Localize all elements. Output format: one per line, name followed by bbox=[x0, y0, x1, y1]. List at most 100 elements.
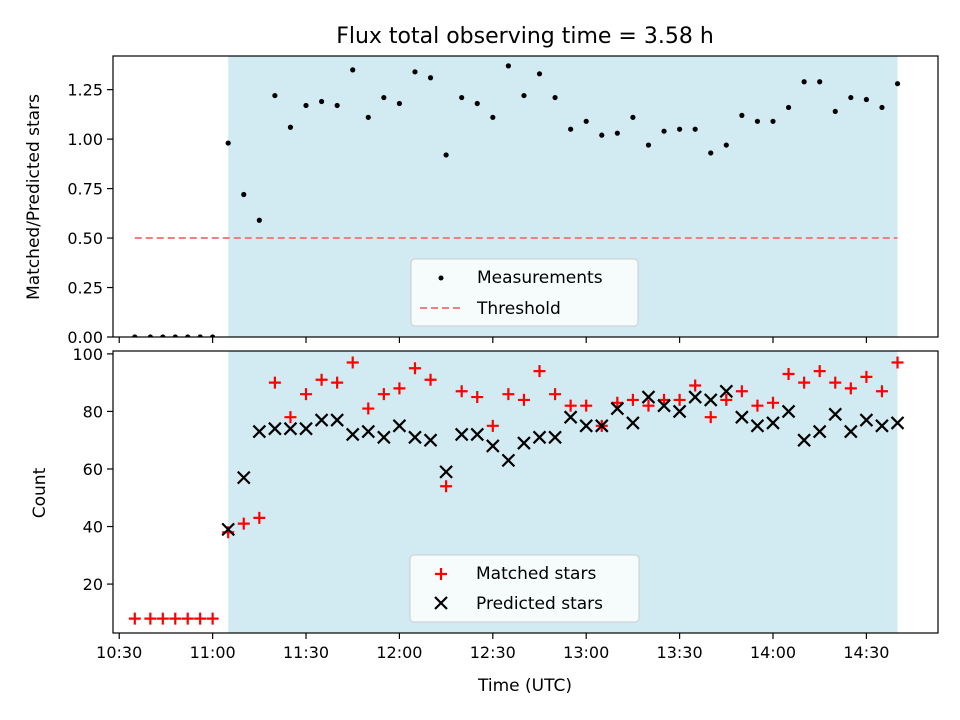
measurements-point bbox=[287, 124, 294, 130]
matched-stars-point bbox=[829, 376, 842, 389]
predicted-stars-point bbox=[688, 390, 702, 404]
y-tick-label: 100 bbox=[72, 345, 103, 364]
measurements-point bbox=[708, 150, 714, 156]
measurements-point bbox=[677, 126, 683, 132]
matched-stars-point bbox=[408, 362, 421, 375]
matched-stars-point bbox=[156, 612, 169, 625]
predicted-stars-point bbox=[579, 419, 593, 433]
measurements-point bbox=[490, 114, 496, 120]
measurements-point bbox=[505, 63, 511, 69]
measurements-point bbox=[863, 96, 869, 103]
predicted-stars-point bbox=[330, 413, 344, 427]
x-axis-label: Time (UTC) bbox=[477, 676, 572, 696]
matched-stars-point bbox=[300, 388, 313, 401]
measurements-point bbox=[723, 142, 729, 148]
predicted-stars-point bbox=[283, 421, 298, 436]
matched-stars-point bbox=[767, 396, 779, 409]
y-tick-label: 0.50 bbox=[67, 229, 103, 248]
predicted-stars-point bbox=[377, 430, 391, 445]
measurements-point bbox=[172, 334, 178, 337]
measurements-point bbox=[692, 126, 698, 132]
matched-stars-point bbox=[580, 399, 593, 412]
measurements-point bbox=[552, 94, 558, 101]
matched-stars-point bbox=[331, 376, 344, 389]
x-tick-label: 14:30 bbox=[843, 643, 889, 662]
measurements-point bbox=[770, 118, 776, 124]
x-tick-label: 13:30 bbox=[657, 643, 703, 662]
predicted-stars-point bbox=[252, 424, 267, 439]
x-tick-label: 13:00 bbox=[563, 643, 609, 662]
count-legend: Matched stars Predicted stars bbox=[409, 554, 640, 623]
matched-stars-point bbox=[377, 388, 390, 401]
measurements-point bbox=[817, 79, 823, 85]
y-tick-label: 20 bbox=[83, 575, 103, 594]
matched-stars-point bbox=[206, 612, 219, 625]
matched-stars-point bbox=[735, 385, 748, 398]
matched-stars-point bbox=[626, 393, 639, 406]
matched-stars-point bbox=[798, 376, 811, 389]
predicted-stars-point bbox=[454, 427, 469, 442]
predicted-stars-point bbox=[766, 416, 780, 430]
count-panel: 20 40 60 80 100 10:30 11:00 11:30 12:00 12:30 13:… bbox=[30, 345, 939, 662]
predicted-stars-point bbox=[610, 401, 625, 416]
predicted-stars-point bbox=[828, 407, 843, 422]
matched-stars-point bbox=[782, 368, 795, 381]
y-tick-label: 0.25 bbox=[67, 279, 103, 298]
predicted-stars-point bbox=[517, 436, 531, 450]
y-tick-label: 1.00 bbox=[67, 130, 103, 149]
measurements-point bbox=[645, 142, 652, 148]
matched-stars-point bbox=[237, 517, 250, 530]
matched-stars-point bbox=[689, 379, 702, 392]
count-y-axis-label: Count bbox=[30, 467, 50, 518]
predicted-stars-point bbox=[641, 390, 656, 404]
measurements-point bbox=[785, 104, 792, 111]
measurements-point bbox=[754, 118, 761, 124]
measurements-point bbox=[443, 152, 449, 158]
measurements-point bbox=[272, 92, 278, 99]
matched-stars-point bbox=[194, 612, 207, 625]
legend-threshold-label: Threshold bbox=[476, 299, 561, 319]
measurements-point bbox=[568, 126, 574, 132]
y-tick-label: 60 bbox=[83, 460, 103, 479]
matched-stars-point bbox=[844, 382, 857, 395]
legend-predicted-marker bbox=[434, 596, 448, 610]
legend-predicted-label: Predicted stars bbox=[476, 594, 603, 614]
matched-stars-point bbox=[144, 612, 157, 625]
matched-stars-point bbox=[346, 356, 359, 369]
predicted-stars-point bbox=[439, 465, 453, 479]
matched-stars-point bbox=[673, 393, 686, 406]
predicted-stars-point bbox=[236, 470, 251, 485]
x-tick-label: 14:00 bbox=[750, 643, 796, 662]
ratio-panel: 0.00 0.25 0.50 0.75 1.00 1.25 Matched/Predict… bbox=[24, 55, 939, 347]
measurements-point bbox=[801, 79, 807, 85]
predicted-stars-point bbox=[563, 410, 578, 424]
measurements-point bbox=[879, 104, 885, 111]
y-tick-label: 1.25 bbox=[67, 81, 103, 100]
predicted-stars-point bbox=[703, 393, 718, 407]
measurements-point bbox=[147, 334, 153, 337]
measurements-point bbox=[412, 69, 418, 75]
matched-stars-point bbox=[393, 382, 406, 395]
matched-stars-point bbox=[268, 376, 281, 389]
predicted-stars-point bbox=[345, 427, 360, 442]
x-tick-label: 12:00 bbox=[376, 643, 422, 662]
measurements-point bbox=[630, 114, 636, 120]
x-tick-label: 10:30 bbox=[96, 643, 142, 662]
y-tick-label: 80 bbox=[83, 402, 103, 421]
measurements-point bbox=[303, 102, 309, 109]
measurements-point bbox=[132, 334, 138, 337]
y-tick-label: 40 bbox=[83, 518, 103, 537]
matched-stars-point bbox=[502, 388, 515, 401]
predicted-stars-point bbox=[532, 430, 547, 445]
predicted-stars-point bbox=[423, 433, 438, 447]
measurements-point bbox=[197, 334, 203, 337]
measurements-point bbox=[614, 130, 620, 136]
count-panel-frame bbox=[112, 350, 939, 634]
matched-stars-point bbox=[471, 391, 484, 404]
ratio-legend: Measurements Threshold bbox=[410, 258, 639, 327]
measurements-point bbox=[350, 67, 356, 73]
measurements-point bbox=[739, 112, 745, 118]
predicted-stars-point bbox=[548, 430, 562, 445]
matched-stars-point bbox=[455, 385, 468, 398]
